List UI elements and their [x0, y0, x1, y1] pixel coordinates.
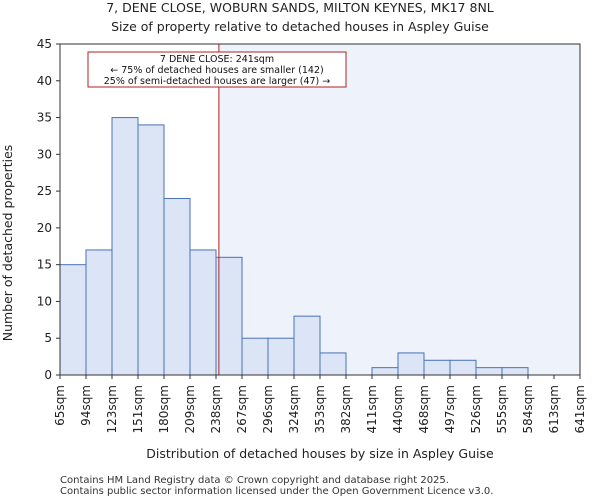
y-axis: 0 5 10 15 20 25 30 35 40 45: [37, 37, 60, 382]
x-tick-label-613sqm: 613sqm: [547, 385, 561, 433]
y-tick-label-40: 40: [37, 74, 52, 88]
x-tick-label-324sqm: 324sqm: [287, 385, 301, 433]
footer-line1: Contains HM Land Registry data © Crown c…: [60, 475, 449, 486]
bar-267sqm: [241, 337, 269, 376]
bar-209sqm: [189, 249, 217, 376]
bar-238sqm: [215, 256, 243, 376]
y-tick-label-15: 15: [37, 258, 52, 272]
annotation-title: 7 DENE CLOSE: 241sqm: [160, 54, 274, 65]
annotation-box: 7 DENE CLOSE: 241sqm ← 75% of detached h…: [87, 51, 347, 88]
x-tick-label-123sqm: 123sqm: [105, 385, 119, 433]
x-tick-label-440sqm: 440sqm: [391, 385, 405, 433]
bar-151sqm: [137, 124, 165, 376]
x-tick-label-584sqm: 584sqm: [521, 385, 535, 433]
y-tick-label-10: 10: [37, 294, 52, 308]
y-tick-label-25: 25: [37, 184, 52, 198]
x-tick-label-65sqm: 65sqm: [53, 385, 67, 426]
footer-line2: Contains public sector information licen…: [60, 486, 493, 497]
chart-title-line2: Size of property relative to detached ho…: [111, 19, 489, 34]
x-tick-label-238sqm: 238sqm: [209, 385, 223, 433]
x-tick-label-468sqm: 468sqm: [417, 385, 431, 433]
bar-411sqm: [371, 367, 399, 376]
bar-94sqm: [85, 249, 113, 376]
annotation-larger: 25% of semi-detached houses are larger (…: [104, 76, 331, 87]
x-tick-label-353sqm: 353sqm: [313, 385, 327, 433]
chart-title-line1: 7, DENE CLOSE, WOBURN SANDS, MILTON KEYN…: [106, 0, 494, 15]
y-tick-label-30: 30: [37, 147, 52, 161]
bar-526sqm: [475, 367, 503, 376]
y-tick-label-45: 45: [37, 37, 52, 51]
bar-468sqm: [423, 359, 451, 376]
bar-180sqm: [163, 197, 191, 376]
y-tick-label-20: 20: [37, 221, 52, 235]
x-tick-label-267sqm: 267sqm: [235, 385, 249, 433]
bar-324sqm: [293, 315, 321, 376]
y-tick-label-5: 5: [44, 331, 52, 345]
x-tick-label-151sqm: 151sqm: [131, 385, 145, 433]
x-axis: 65sqm 94sqm 123sqm 151sqm 180sqm 209sqm 238sqm…: [53, 375, 587, 433]
x-tick-label-382sqm: 382sqm: [339, 385, 353, 433]
y-tick-label-35: 35: [37, 111, 52, 125]
plot-area: [59, 43, 581, 376]
x-tick-label-209sqm: 209sqm: [183, 385, 197, 433]
x-tick-label-411sqm: 411sqm: [365, 385, 379, 433]
bars-group: [59, 117, 529, 376]
x-tick-label-94sqm: 94sqm: [79, 385, 93, 426]
bar-555sqm: [501, 367, 529, 376]
annotation-smaller: ← 75% of detached houses are smaller (14…: [110, 65, 323, 76]
x-tick-label-180sqm: 180sqm: [157, 385, 171, 433]
x-tick-label-526sqm: 526sqm: [469, 385, 483, 433]
x-tick-label-296sqm: 296sqm: [261, 385, 275, 433]
bar-296sqm: [267, 337, 295, 376]
bar-353sqm: [319, 352, 347, 376]
x-tick-label-555sqm: 555sqm: [495, 385, 509, 433]
larger-properties-highlight: [218, 44, 580, 375]
y-axis-label: Number of detached properties: [0, 145, 15, 342]
y-tick-label-0: 0: [44, 368, 52, 382]
bar-65sqm: [59, 264, 87, 376]
x-tick-label-641sqm: 641sqm: [573, 385, 587, 433]
bar-497sqm: [449, 359, 477, 376]
annotation-border: [87, 51, 347, 88]
x-tick-label-497sqm: 497sqm: [443, 385, 457, 433]
bar-440sqm: [397, 352, 425, 376]
x-axis-label: Distribution of detached houses by size …: [146, 446, 494, 461]
bar-123sqm: [111, 117, 139, 376]
